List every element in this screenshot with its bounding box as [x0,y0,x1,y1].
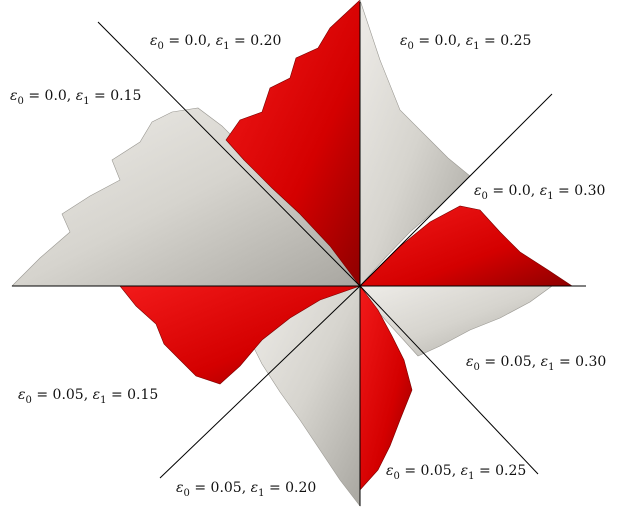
dendrite-sector-eps0-0.05-eps1-0.15 [119,285,361,385]
label-eps0-0.0-eps1-0.25: ε0 = 0.0, ε1 = 0.25 [400,33,532,52]
dendrite-sector-eps0-0.0-eps1-0.30 [359,205,573,287]
divider-line [97,21,361,287]
label-eps0-0.05-eps1-0.20: ε0 = 0.05, ε1 = 0.20 [176,480,317,499]
label-eps0-0.0-eps1-0.20: ε0 = 0.0, ε1 = 0.20 [150,33,282,52]
divider-line [359,93,553,287]
label-eps0-0.0-eps1-0.15: ε0 = 0.0, ε1 = 0.15 [10,88,142,107]
divider-line [359,285,539,475]
dendrite-sector-eps0-0.05-eps1-0.25 [359,285,413,491]
dendrite-sector-eps0-0.05-eps1-0.30 [359,285,553,357]
label-eps0-0.05-eps1-0.25: ε0 = 0.05, ε1 = 0.25 [386,463,527,482]
label-eps0-0.0-eps1-0.30: ε0 = 0.0, ε1 = 0.30 [474,183,606,202]
label-eps0-0.05-eps1-0.30: ε0 = 0.05, ε1 = 0.30 [466,354,607,373]
divider-line [159,285,361,479]
label-eps0-0.05-eps1-0.15: ε0 = 0.05, ε1 = 0.15 [18,387,159,406]
dendrite-sector-eps0-0.0-eps1-0.20 [225,0,361,287]
